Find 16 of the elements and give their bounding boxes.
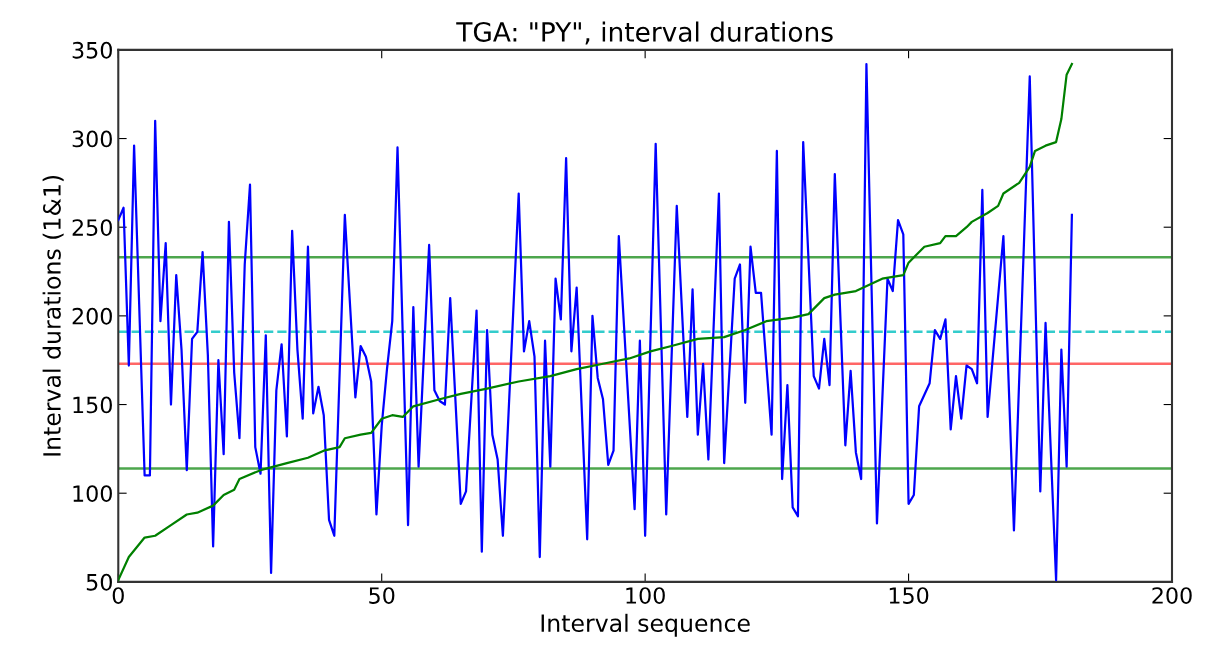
y-tick-label: 150 xyxy=(73,396,112,414)
y-tick-label: 300 xyxy=(72,130,112,148)
x-tick-label: 0 xyxy=(112,587,124,604)
x-axis-title: Interval sequence xyxy=(541,613,750,637)
y-tick-label: 200 xyxy=(72,307,112,325)
y-tick-label: 350 xyxy=(72,41,112,59)
y-tick-label: 100 xyxy=(73,485,112,502)
y-tick-label: 250 xyxy=(72,219,112,236)
x-tick-label: 50 xyxy=(369,587,395,604)
x-tick-label: 150 xyxy=(889,587,929,604)
chart-title: TGA: "PY", interval durations xyxy=(456,21,833,45)
x-tick-label: 100 xyxy=(626,587,665,604)
y-axis-title: Interval durations (1&1) xyxy=(42,175,64,456)
y-tick-label: 50 xyxy=(86,573,112,591)
x-tick-label: 200 xyxy=(1152,587,1192,604)
line-series xyxy=(118,62,1073,582)
